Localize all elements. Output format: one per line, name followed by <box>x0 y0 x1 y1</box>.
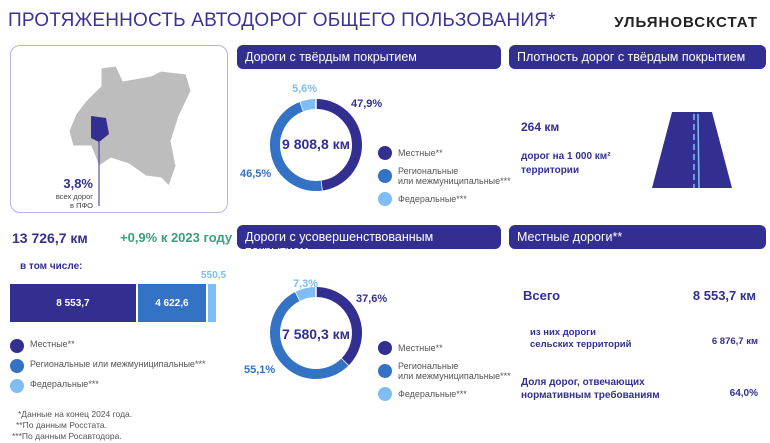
donut-slice-federal <box>295 287 317 301</box>
length-bar: 8 553,7 4 622,6 <box>10 284 218 322</box>
map-card: 3,8% всех дорог в ПФО <box>10 45 228 213</box>
including-label: в том числе: <box>20 261 83 272</box>
map-caption: всех дорог в ПФО <box>55 192 93 210</box>
regional-dot-icon <box>10 359 24 373</box>
hard-regional-pct: 46,5% <box>240 168 272 180</box>
federal-dot-icon <box>10 379 24 393</box>
improved-federal-pct: 7,3% <box>293 278 319 290</box>
legend-local: Местные** <box>10 339 205 353</box>
bar-segment-local: 8 553,7 <box>10 284 136 322</box>
total-change: +0,9% к 2023 году <box>120 230 233 245</box>
regional-dot-icon <box>378 364 392 378</box>
federal-dot-icon <box>378 192 392 206</box>
bar-label-federal: 550,5 <box>201 270 227 281</box>
legend-federal: Федеральные*** <box>10 379 205 393</box>
donut-slice-local <box>315 99 362 191</box>
norm-value: 64,0% <box>729 388 758 399</box>
density-header: Плотность дорог с твёрдым покрытием <box>509 45 766 69</box>
slice-separator <box>340 357 350 367</box>
hard-total: 9 808,8 км <box>282 136 350 152</box>
pfo-map <box>68 65 192 187</box>
local-dot-icon <box>378 146 392 160</box>
bar-segment-federal <box>207 284 216 322</box>
footnotes: *Данные на конец 2024 года. **По данным Р… <box>12 409 133 441</box>
improved-header: Дороги с усовершенствованным покрытием <box>237 225 501 258</box>
map-share: 3,8% <box>63 176 93 191</box>
slice-separator <box>299 100 305 113</box>
legend-regional: Региональные или межмуниципальные*** <box>10 359 205 373</box>
donut-slice-local <box>315 287 362 366</box>
ulyanovsk-region <box>91 116 109 142</box>
local-dot-icon <box>378 341 392 355</box>
regional-dot-icon <box>378 169 392 183</box>
legend-hard: Местные** Региональные или межмуниципальн… <box>378 146 511 206</box>
donut-slice-regional <box>270 101 323 191</box>
local-all-value: 8 553,7 км <box>692 288 756 303</box>
improved-total: 7 580,3 км <box>282 326 350 342</box>
legend-left: Местные** Региональные или межмуниципаль… <box>10 339 205 393</box>
local-dot-icon <box>10 339 24 353</box>
federal-dot-icon <box>378 387 392 401</box>
rural-value: 6 876,7 км <box>711 336 758 347</box>
density-value: 264 км <box>521 120 560 134</box>
improved-local-pct: 37,6% <box>356 293 388 305</box>
rural-label: из них дороги сельских территорий <box>530 327 632 350</box>
hard-local-pct: 47,9% <box>351 98 383 110</box>
region-map <box>68 65 192 206</box>
norm-label: Доля дорог, отвечающих нормативным требов… <box>521 377 660 401</box>
improved-donut <box>270 286 362 379</box>
page-title: ПРОТЯЖЕННОСТЬ АВТОДОРОГ ОБЩЕГО ПОЛЬЗОВАН… <box>8 10 556 31</box>
donut-slice-federal <box>300 99 317 112</box>
density-caption: дорог на 1 000 км² территории <box>521 151 611 176</box>
local-header: Местные дороги** <box>509 225 766 249</box>
total-length: 13 726,7 км <box>12 230 88 246</box>
local-all-label: Всего <box>523 288 561 303</box>
hard-federal-pct: 5,6% <box>292 83 318 95</box>
legend-improved: Местные** Региональные или межмуниципальн… <box>378 341 511 401</box>
bar-segment-regional: 4 622,6 <box>137 284 206 322</box>
brand-logo: УЛЬЯНОВСКСТАТ <box>614 14 758 31</box>
road-icon <box>652 112 732 189</box>
hard-donut <box>270 98 362 192</box>
hard-header: Дороги с твёрдым покрытием <box>237 45 501 69</box>
improved-regional-pct: 55,1% <box>244 364 276 376</box>
donut-slice-regional <box>270 291 349 379</box>
